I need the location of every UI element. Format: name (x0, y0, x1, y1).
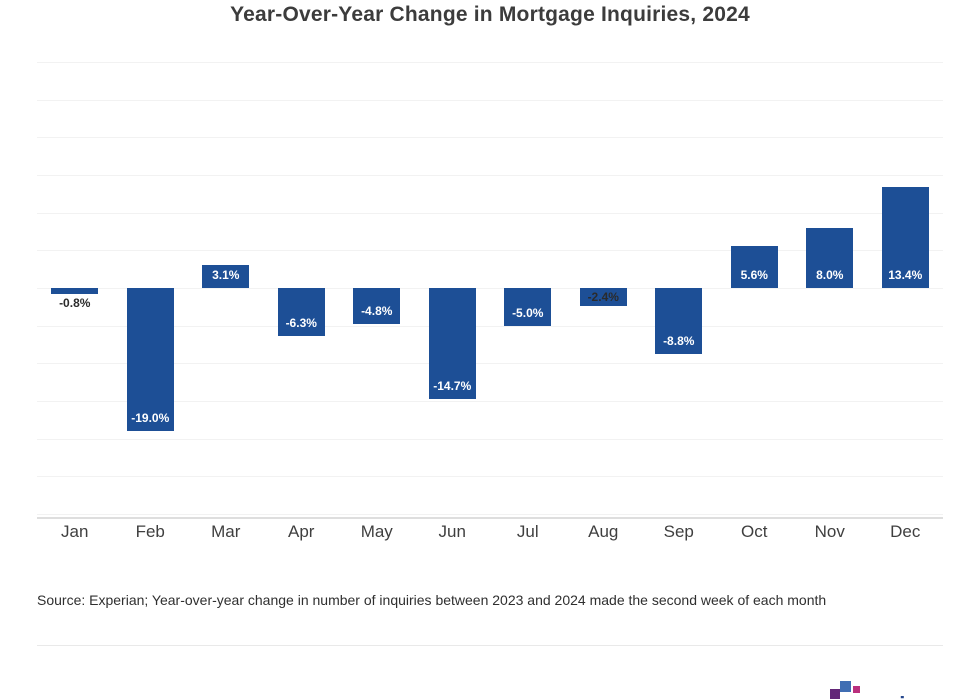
x-axis-label-mar: Mar (211, 522, 241, 541)
gridline (37, 325, 943, 327)
gridline (37, 175, 943, 176)
plot-area: -0.8% -19.0% 3.1% -6.3% -4.8% -14.7% -5.0% -2.4… (37, 62, 943, 520)
x-axis: Jan Feb Mar Apr May Jun Jul Aug Sep Oct Nov Dec (37, 521, 943, 543)
bar-jul (504, 288, 552, 326)
bar-feb (126, 288, 174, 432)
x-axis-label-apr: Apr (288, 522, 315, 541)
gridline (37, 514, 943, 516)
gridline (37, 99, 943, 101)
value-label-jul: -5.0% (512, 305, 544, 320)
value-label-jun: -14.7% (433, 378, 472, 393)
value-label-oct: 5.6% (740, 268, 768, 282)
gridline (37, 212, 943, 214)
logo-square-magenta-icon (853, 686, 860, 693)
value-label-nov: 8.0% (816, 268, 844, 282)
bar-oct (730, 245, 778, 288)
gridline (37, 363, 943, 365)
value-label-feb: -19.0% (131, 411, 170, 426)
bar-sep (655, 288, 703, 355)
bar-apr (277, 288, 325, 336)
bar-dec (881, 186, 929, 288)
x-axis-label-feb: Feb (135, 522, 165, 541)
bar-jun (428, 288, 476, 399)
gridline (37, 288, 943, 290)
bar-jan (51, 288, 99, 295)
source-note: Source: Experian; Year-over-year change … (37, 592, 827, 608)
x-axis-label-jul: Jul (516, 522, 539, 541)
logo-square-blue-icon (840, 681, 851, 692)
bar-nov (806, 227, 854, 288)
x-axis-label-oct: Oct (741, 522, 768, 541)
x-axis-label-jun: Jun (438, 522, 466, 541)
gridline (37, 250, 943, 252)
bar-mar (202, 264, 250, 288)
value-label-apr: -6.3% (285, 315, 317, 330)
x-axis-label-jan: Jan (61, 522, 89, 541)
value-label-dec: 13.4% (888, 268, 923, 282)
experian-logo: experian (828, 676, 958, 699)
gridline (37, 401, 943, 403)
footer-divider (37, 645, 943, 646)
value-label-sep: -8.8% (663, 334, 695, 349)
chart-title: Year-Over-Year Change in Mortgage Inquir… (230, 3, 750, 26)
bar-may (353, 288, 401, 325)
x-axis-line (37, 517, 943, 519)
value-label-may: -4.8% (361, 304, 393, 319)
x-axis-label-dec: Dec (890, 522, 921, 541)
gridline (37, 137, 943, 139)
value-label-aug: -2.4% (587, 290, 619, 305)
x-axis-label-may: May (360, 522, 393, 541)
x-axis-label-nov: Nov (814, 522, 845, 541)
bar-aug (579, 288, 627, 307)
x-axis-label-sep: Sep (663, 522, 694, 541)
logo-wordmark: experian (839, 692, 932, 699)
value-label-jan: -0.8% (59, 296, 91, 311)
x-axis-label-aug: Aug (588, 522, 619, 541)
logo-square-purple-icon (830, 689, 840, 699)
gridline (37, 476, 943, 478)
gridline (37, 62, 943, 63)
gridline (37, 438, 943, 440)
value-label-mar: 3.1% (212, 268, 240, 282)
